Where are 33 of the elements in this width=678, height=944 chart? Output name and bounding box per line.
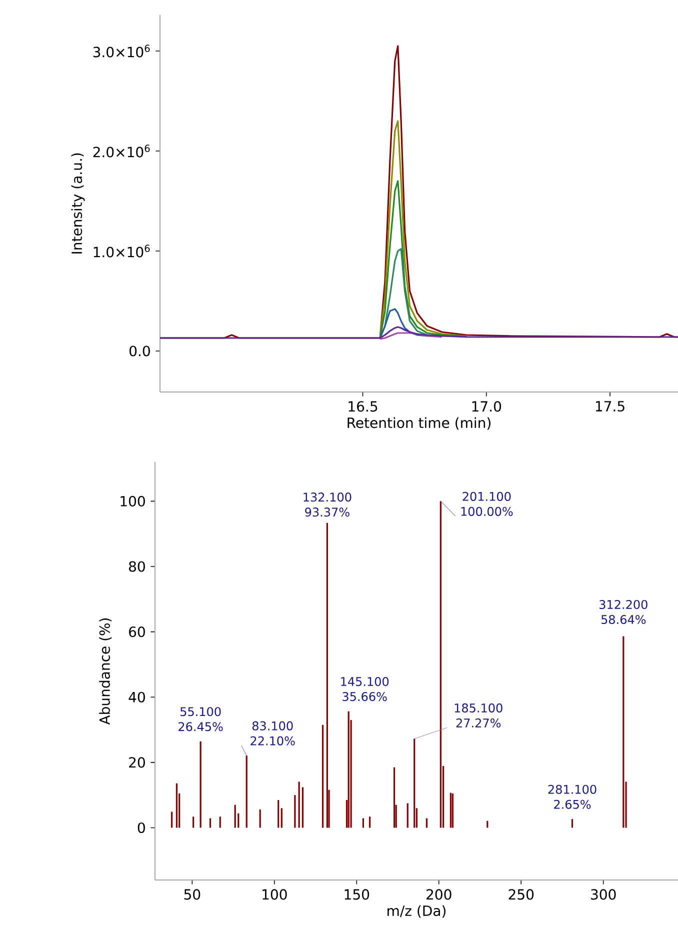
y-tick-label: 3.0×10$^{6}$ — [93, 44, 150, 58]
y-tick-label: 100 — [120, 496, 145, 506]
annotation: 55.100 26.45% — [178, 707, 223, 732]
y-tick-label: 0.0 — [130, 346, 150, 356]
line-series — [379, 308, 428, 339]
y-tick-label: 2.0×10$^{6}$ — [93, 144, 150, 158]
x-tick-label: 200 — [426, 889, 452, 900]
x-tick-label: 50 — [184, 889, 200, 900]
annotation: 281.100 2.65% — [548, 784, 596, 809]
y-tick-label: 60 — [129, 626, 145, 638]
x-tick-label: 17.5 — [596, 401, 624, 412]
annotation: 83.100 22.10% — [250, 721, 295, 746]
y-tick-label: 40 — [128, 692, 145, 702]
annotation: 312.200 58.64% — [600, 600, 648, 624]
line-series — [379, 180, 468, 339]
x-tick-label: 17.0 — [472, 401, 502, 412]
annotation: 145.100 35.66% — [341, 677, 389, 702]
x-tick-label: 300 — [591, 889, 616, 900]
annotation: 185.100 27.27% — [454, 703, 502, 728]
x-tick-label: 16.5 — [348, 401, 378, 412]
y-tick-label: 20 — [129, 757, 145, 768]
y-axis-title: Intensity (a.u.) — [71, 153, 85, 254]
y-tick-label: 80 — [129, 561, 145, 572]
y-axis-title: Abundance (%) — [99, 618, 112, 725]
y-tick-label: 1.0×10$^{6}$ — [94, 244, 150, 258]
x-axis-title: Retention time (min) — [348, 417, 490, 430]
x-axis-title: m/z (Da) — [388, 905, 446, 918]
x-tick-label: 150 — [344, 889, 370, 900]
annotation: 201.100 100.00% — [461, 492, 513, 516]
annotation: 132.100 93.37% — [304, 492, 352, 517]
x-tick-label: 100 — [262, 889, 287, 900]
x-tick-label: 250 — [508, 889, 534, 900]
y-tick-label: 0 — [138, 822, 145, 834]
